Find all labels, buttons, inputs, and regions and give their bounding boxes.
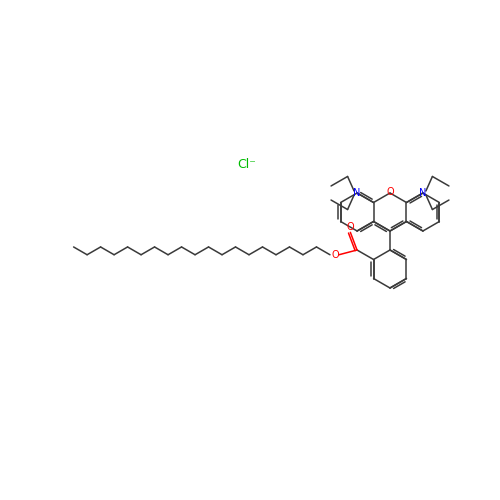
Text: O: O [331, 250, 339, 260]
Text: O: O [346, 222, 354, 232]
Text: O: O [386, 187, 394, 197]
Text: N: N [354, 188, 361, 198]
Text: Cl⁻: Cl⁻ [238, 158, 256, 172]
Text: N: N [419, 188, 426, 198]
